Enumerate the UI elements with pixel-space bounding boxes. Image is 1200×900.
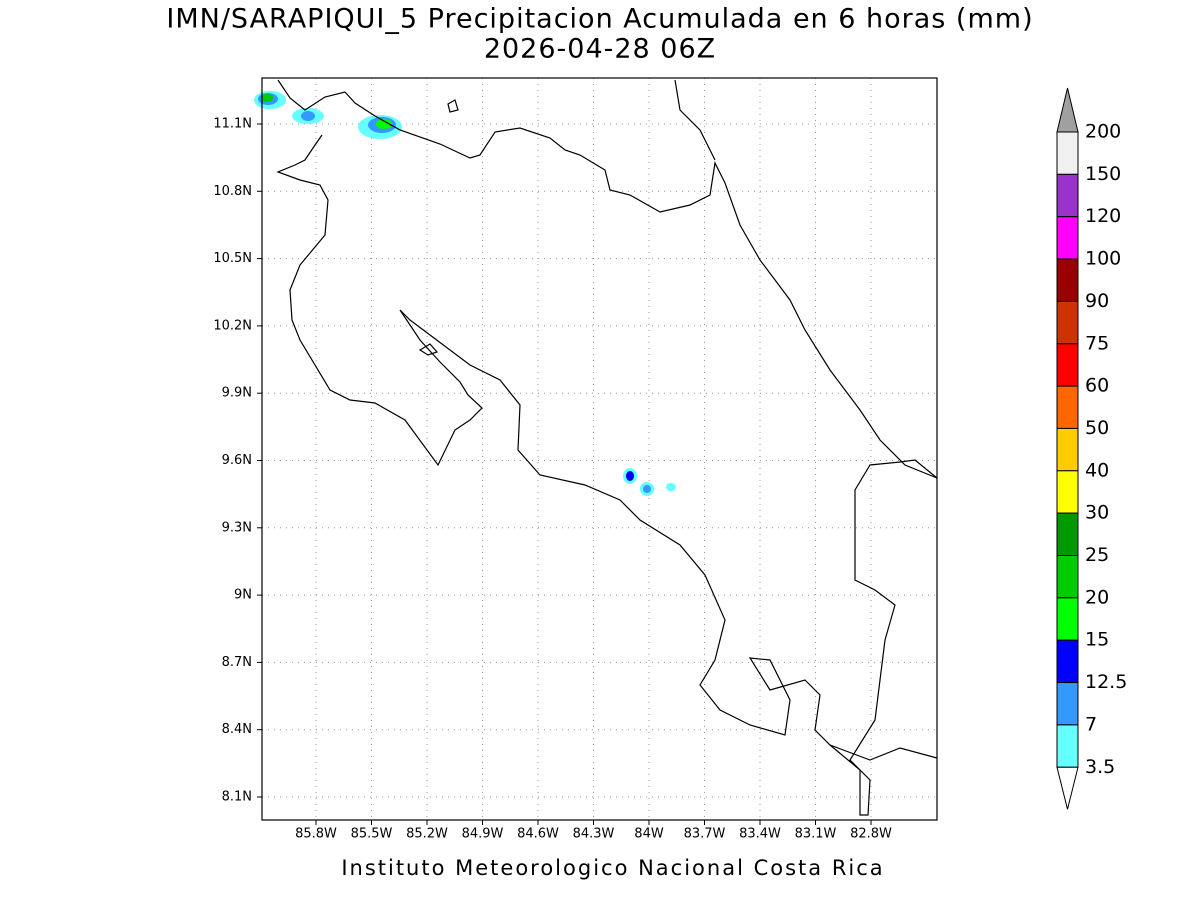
- colorbar-label: 20: [1085, 586, 1109, 608]
- lon-label: 83.1W: [795, 827, 837, 842]
- colorbar-label: 60: [1085, 375, 1109, 397]
- colorbar-label: 90: [1085, 290, 1109, 312]
- color-box: [1056, 343, 1079, 387]
- lon-label: 84W: [634, 827, 664, 842]
- colorbar-label: 120: [1085, 205, 1121, 227]
- color-box: [1056, 216, 1079, 260]
- lat-label: 9N: [234, 588, 252, 603]
- map-frame: [261, 77, 938, 821]
- color-box: [1056, 300, 1079, 345]
- color-box: [1056, 258, 1079, 302]
- lon-label: 85.2W: [406, 827, 448, 842]
- color-box: [1056, 512, 1079, 557]
- color-box: [1056, 427, 1079, 472]
- colorbar-label: 30: [1085, 502, 1109, 524]
- title: IMN/SARAPIQUI_5 Precipitacion Acumulada …: [166, 4, 1033, 35]
- lat-label: 10.5N: [213, 251, 252, 266]
- colorbar-label: 150: [1085, 163, 1121, 185]
- colorbar-label: 200: [1085, 121, 1121, 143]
- lon-label: 85.8W: [295, 827, 337, 842]
- lat-label: 11.1N: [213, 117, 252, 132]
- lat-label: 8.4N: [222, 722, 252, 737]
- axis-labels: 85.8W 85.5W 85.2W 84.9W 84.6W 84.3W 84W 83.7W 83…: [213, 117, 892, 842]
- lat-label: 10.2N: [213, 318, 252, 333]
- grid: [262, 78, 937, 820]
- colorbar-label: 25: [1085, 544, 1109, 566]
- color-box: [1056, 385, 1079, 429]
- lon-label: 83.7W: [684, 827, 726, 842]
- lat-label: 8.1N: [222, 790, 252, 805]
- lat-label: 9.6N: [222, 453, 252, 468]
- colorbar-label: 100: [1085, 248, 1121, 270]
- lon-label: 85.5W: [351, 827, 393, 842]
- lon-label: 84.9W: [462, 827, 504, 842]
- colorbar-label: 75: [1085, 332, 1109, 354]
- coastline: [276, 79, 938, 816]
- colorbar-label: 12.5: [1085, 671, 1127, 693]
- footer: Instituto Meteorologico Nacional Costa R…: [341, 856, 884, 880]
- under-triangle: [1056, 766, 1079, 810]
- colorbar-label: 15: [1085, 629, 1109, 651]
- color-box: [1056, 639, 1079, 684]
- color-box: [1056, 682, 1079, 726]
- color-box: [1056, 555, 1079, 599]
- lat-label: 9.3N: [222, 520, 252, 535]
- color-box: [1056, 173, 1079, 218]
- color-box: [1056, 131, 1079, 175]
- lat-label: 8.7N: [222, 655, 252, 670]
- lon-label: 82.8W: [850, 827, 892, 842]
- color-box: [1056, 724, 1079, 768]
- over-triangle: [1056, 87, 1079, 133]
- color-box: [1056, 470, 1079, 514]
- lat-label: 10.8N: [213, 184, 252, 199]
- lon-label: 83.4W: [739, 827, 781, 842]
- color-box: [1056, 597, 1079, 641]
- subtitle: 2026-04-28 06Z: [484, 34, 716, 65]
- colorbar-label: 50: [1085, 417, 1109, 439]
- colorbar: 200 150 120 100 90 75 60 50 40 30 25 20 15 12.5 7 3.5: [1056, 87, 1127, 810]
- lon-label: 84.3W: [573, 827, 615, 842]
- lon-label: 84.6W: [517, 827, 559, 842]
- lat-label: 9.9N: [222, 386, 252, 401]
- colorbar-label: 3.5: [1085, 756, 1115, 778]
- colorbar-label: 40: [1085, 459, 1109, 481]
- precipitation-areas: [254, 91, 676, 496]
- colorbar-label: 7: [1085, 713, 1097, 735]
